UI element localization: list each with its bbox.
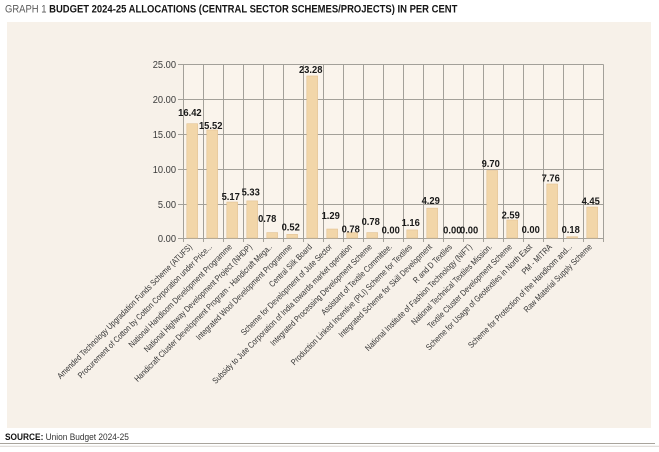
svg-text:15.00: 15.00 <box>153 130 176 141</box>
svg-text:4.45: 4.45 <box>582 196 601 207</box>
svg-text:SOURCE: Union Budget 2024-25: SOURCE: Union Budget 2024-25 <box>5 432 129 442</box>
svg-text:0.00: 0.00 <box>443 225 462 236</box>
svg-text:16.42: 16.42 <box>178 108 202 119</box>
svg-text:0.78: 0.78 <box>362 217 381 228</box>
svg-text:0.00: 0.00 <box>522 225 541 236</box>
svg-text:5.17: 5.17 <box>222 192 241 203</box>
svg-text:0.78: 0.78 <box>258 214 277 225</box>
svg-text:1.29: 1.29 <box>322 211 341 222</box>
svg-text:2.59: 2.59 <box>502 210 521 221</box>
svg-text:0.52: 0.52 <box>282 222 301 233</box>
svg-text:0.00: 0.00 <box>460 225 479 236</box>
svg-text:5.33: 5.33 <box>242 187 261 198</box>
svg-text:0.00: 0.00 <box>382 225 401 236</box>
svg-text:7.76: 7.76 <box>542 173 561 184</box>
svg-text:15.52: 15.52 <box>199 121 223 132</box>
svg-text:20.00: 20.00 <box>153 95 176 106</box>
svg-text:GRAPH 1 BUDGET 2024-25 ALLOCAT: GRAPH 1 BUDGET 2024-25 ALLOCATIONS (CENT… <box>5 4 458 16</box>
svg-text:0.78: 0.78 <box>342 224 361 235</box>
svg-text:0.00: 0.00 <box>158 234 176 245</box>
svg-text:23.28: 23.28 <box>299 64 323 75</box>
svg-text:4.29: 4.29 <box>422 196 441 207</box>
svg-text:1.16: 1.16 <box>402 218 421 229</box>
svg-text:10.00: 10.00 <box>153 165 176 176</box>
svg-text:25.00: 25.00 <box>153 60 176 71</box>
svg-text:5.00: 5.00 <box>158 200 176 211</box>
svg-text:0.18: 0.18 <box>562 225 581 236</box>
svg-text:9.70: 9.70 <box>482 159 501 170</box>
